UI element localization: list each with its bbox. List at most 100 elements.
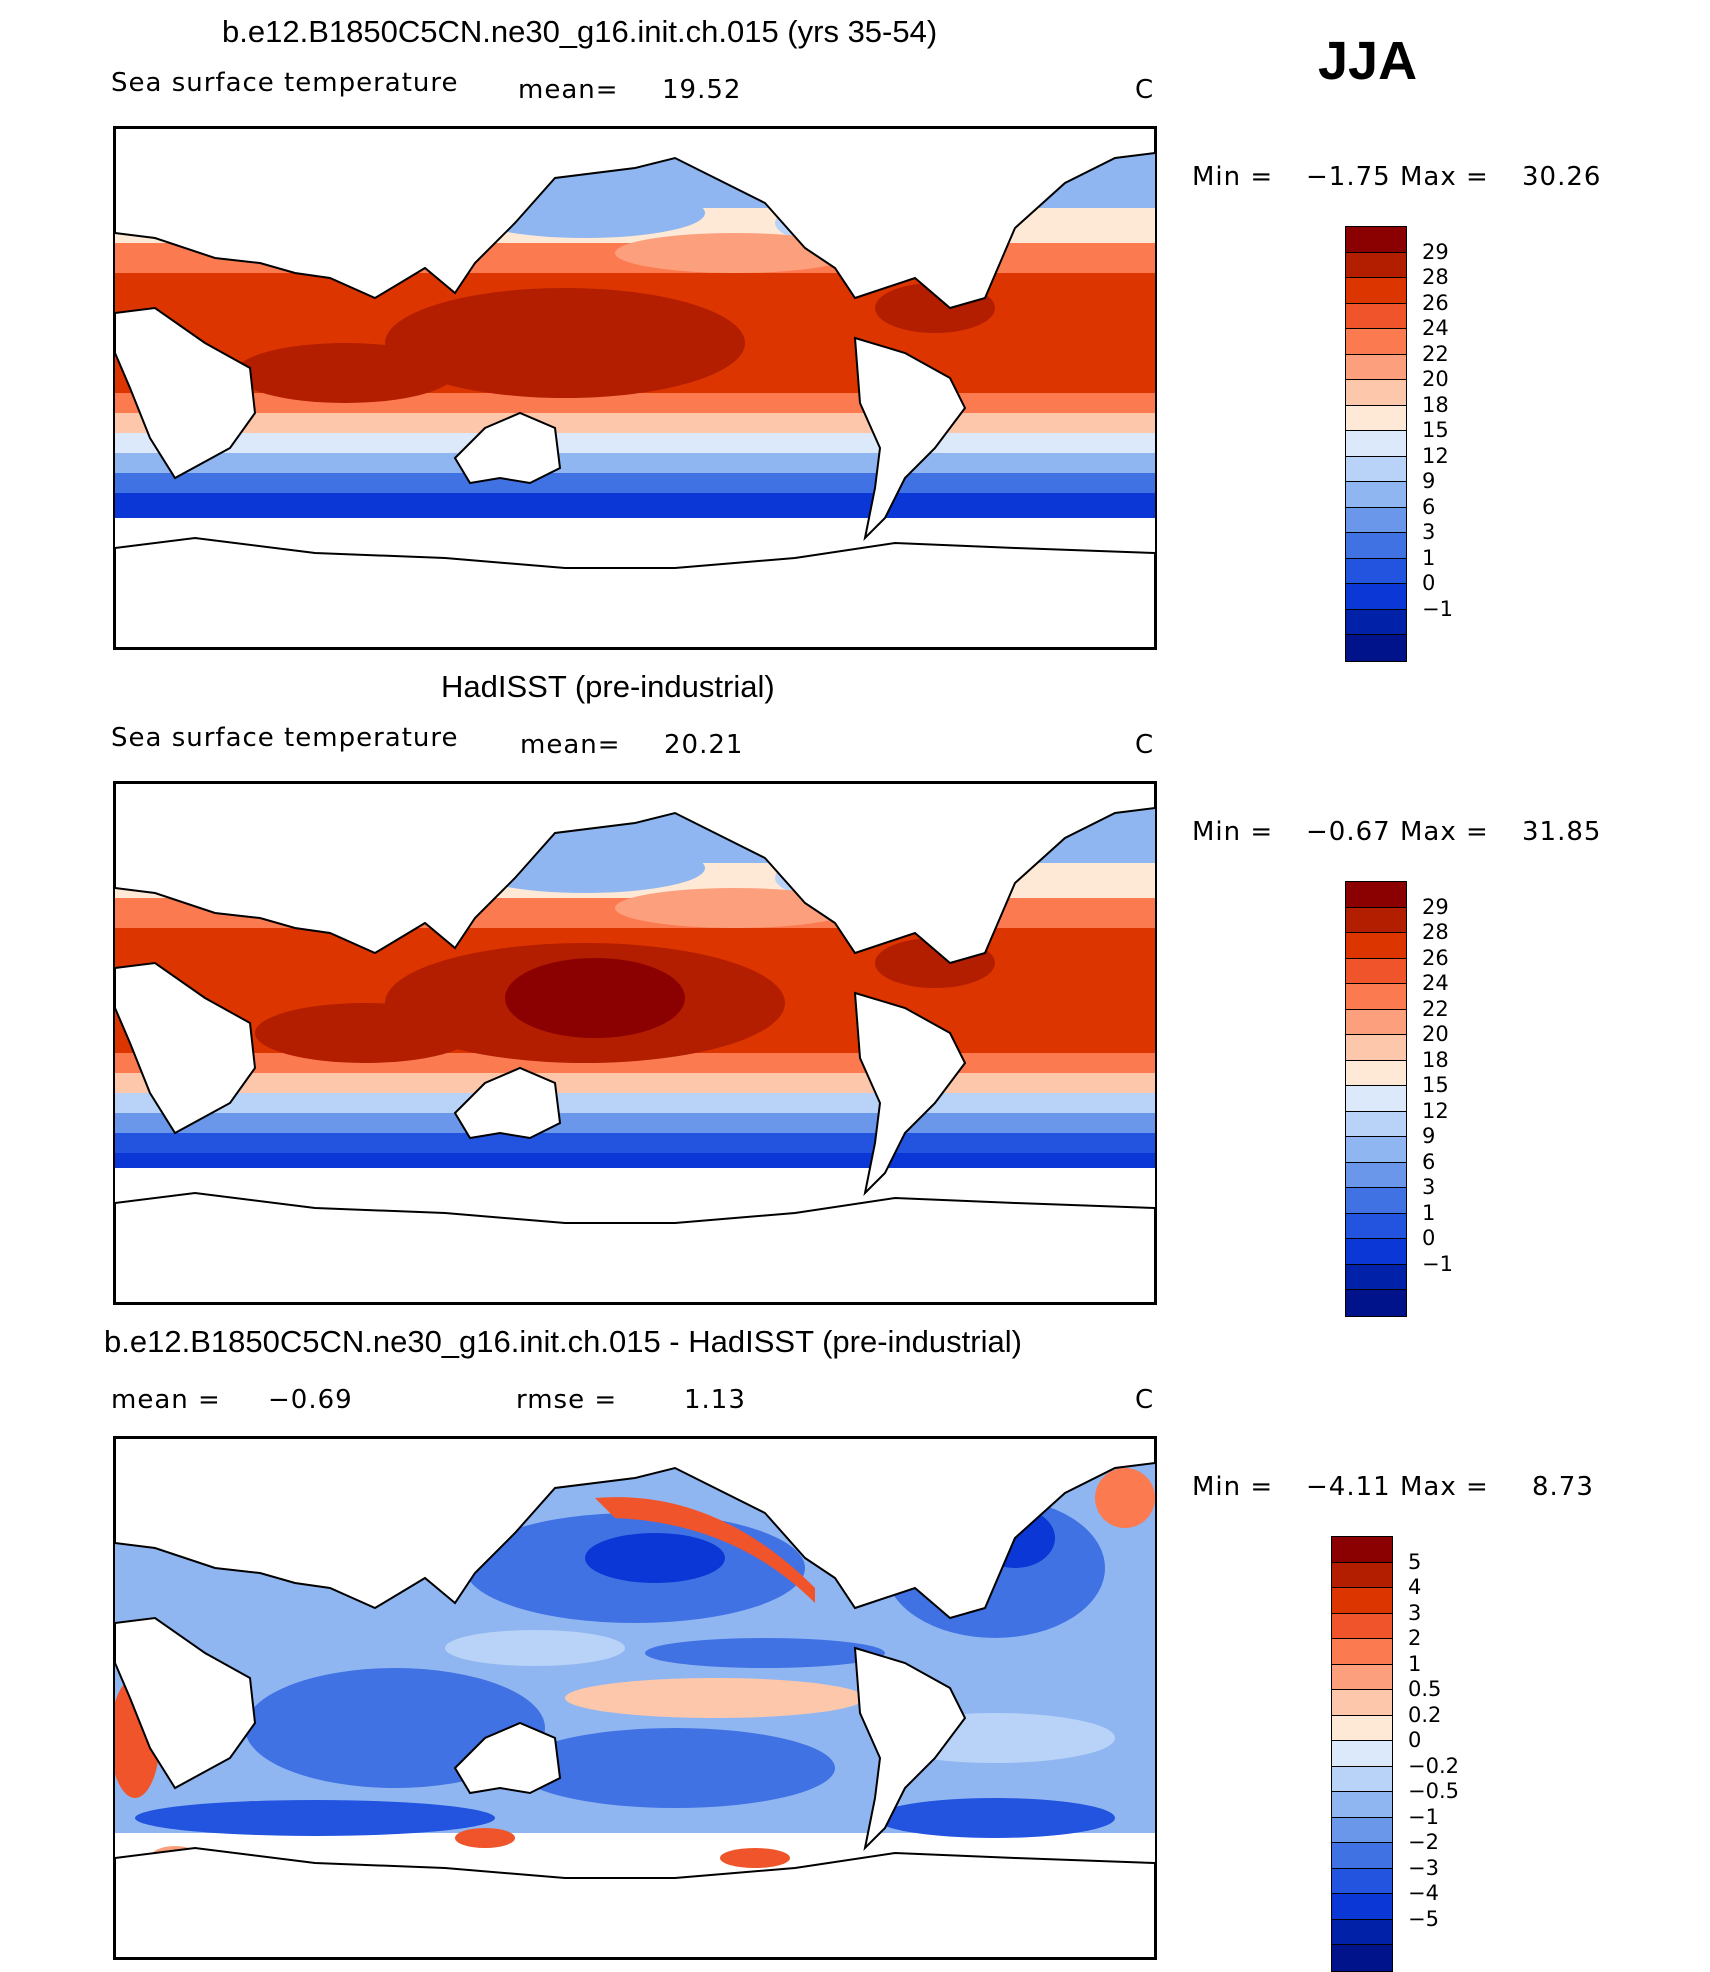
colorbar-box [1332,1664,1392,1690]
panel3-colorbar [1331,1536,1393,1972]
colorbar-box [1346,609,1406,635]
colorbar-box [1346,635,1406,661]
colorbar-label: 0 [1408,1728,1422,1752]
colorbar-box [1346,1035,1406,1061]
colorbar-box [1346,533,1406,559]
colorbar-box [1346,1111,1406,1137]
colorbar-box [1346,882,1406,908]
colorbar-label: 22 [1422,996,1449,1021]
panel1-unit: C [1135,75,1155,105]
colorbar-box [1332,1843,1392,1869]
colorbar-label: 22 [1422,341,1449,366]
colorbar-label: 1 [1408,1651,1422,1676]
colorbar-box [1346,558,1406,584]
colorbar-label: 6 [1422,1149,1436,1174]
colorbar-label: 18 [1422,392,1449,417]
colorbar-label: 0 [1422,1226,1436,1250]
colorbar-label: 5 [1408,1549,1422,1574]
colorbar-box [1332,1868,1392,1894]
colorbar-box [1346,380,1406,406]
panel2-mean-label: mean= [520,730,621,760]
panel1-variable: Sea surface temperature [111,68,459,98]
colorbar-label: 0.2 [1408,1702,1442,1727]
colorbar-box [1332,1588,1392,1614]
colorbar-label: 26 [1422,290,1449,315]
colorbar-label: 4 [1408,1575,1422,1599]
panel3-unit: C [1135,1385,1155,1415]
panel3-mean-value: −0.69 [268,1385,353,1415]
panel3-title: b.e12.B1850C5CN.ne30_g16.init.ch.015 - H… [104,1324,1022,1359]
colorbar-label: −0.5 [1408,1779,1459,1803]
panel2-title: HadISST (pre-industrial) [441,669,775,704]
colorbar-label: 12 [1422,1098,1449,1123]
colorbar-box [1346,252,1406,278]
colorbar-box [1346,431,1406,457]
colorbar-label: 9 [1422,469,1436,493]
colorbar-label: 29 [1422,894,1449,919]
colorbar-label: −4 [1408,1881,1439,1905]
colorbar-label: 29 [1422,239,1449,264]
colorbar-label: 6 [1422,494,1436,519]
colorbar-label: 15 [1422,418,1449,442]
colorbar-box [1332,1792,1392,1818]
colorbar-box [1346,1137,1406,1163]
colorbar-box [1346,1009,1406,1035]
colorbar-label: 18 [1422,1047,1449,1072]
colorbar-box [1332,1766,1392,1792]
panel2-min-label: Min = [1192,817,1274,847]
colorbar-box [1332,1690,1392,1716]
colorbar-box [1346,1162,1406,1188]
colorbar-label: 0 [1422,571,1436,595]
panel1-max-label: Max = [1400,162,1489,192]
colorbar-box [1346,329,1406,355]
colorbar-box [1346,907,1406,933]
colorbar-box [1332,1919,1392,1945]
panel3-continents [115,1438,1155,1958]
panel1-title: b.e12.B1850C5CN.ne30_g16.init.ch.015 (yr… [222,14,938,49]
colorbar-label: 2 [1408,1626,1422,1650]
colorbar-box [1346,227,1406,253]
panel3-max-value: 8.73 [1532,1472,1594,1502]
colorbar-label: −2 [1408,1830,1439,1854]
colorbar-box [1332,1741,1392,1767]
panel1-colorbar [1345,226,1407,662]
colorbar-box [1346,303,1406,329]
panel1-mean-label: mean= [518,75,619,105]
colorbar-box [1332,1817,1392,1843]
panel3-map [113,1436,1157,1960]
colorbar-label: −1 [1422,596,1453,621]
colorbar-label: 12 [1422,443,1449,468]
panel1-mean-value: 19.52 [662,75,742,105]
colorbar-box [1346,1264,1406,1290]
colorbar-box [1346,482,1406,508]
panel2-continents [115,783,1155,1303]
colorbar-label: −0.2 [1408,1753,1459,1778]
colorbar-box [1346,933,1406,959]
colorbar-box [1346,958,1406,984]
colorbar-box [1332,1894,1392,1920]
colorbar-box [1346,1188,1406,1214]
panel3-rmse-value: 1.13 [684,1385,746,1415]
colorbar-box [1346,1213,1406,1239]
panel2-mean-value: 20.21 [664,730,744,760]
colorbar-label: −3 [1408,1855,1439,1880]
panel2-map [113,781,1157,1305]
colorbar-box [1346,1086,1406,1112]
panel1-min-label: Min = [1192,162,1274,192]
colorbar-label: 3 [1422,1175,1436,1199]
colorbar-label: 3 [1408,1600,1422,1625]
colorbar-box [1346,1239,1406,1265]
colorbar-box [1346,507,1406,533]
colorbar-box [1346,354,1406,380]
panel2-variable: Sea surface temperature [111,723,459,753]
colorbar-box [1332,1562,1392,1588]
panel1-map [113,126,1157,650]
panel3-mean-label: mean = [111,1385,221,1415]
colorbar-box [1332,1945,1392,1971]
panel1-min-value: −1.75 [1306,162,1391,192]
colorbar-label: 20 [1422,1022,1449,1046]
panel1-continents [115,128,1155,648]
colorbar-box [1332,1715,1392,1741]
colorbar-label: 9 [1422,1124,1436,1148]
colorbar-label: 1 [1422,1200,1436,1225]
